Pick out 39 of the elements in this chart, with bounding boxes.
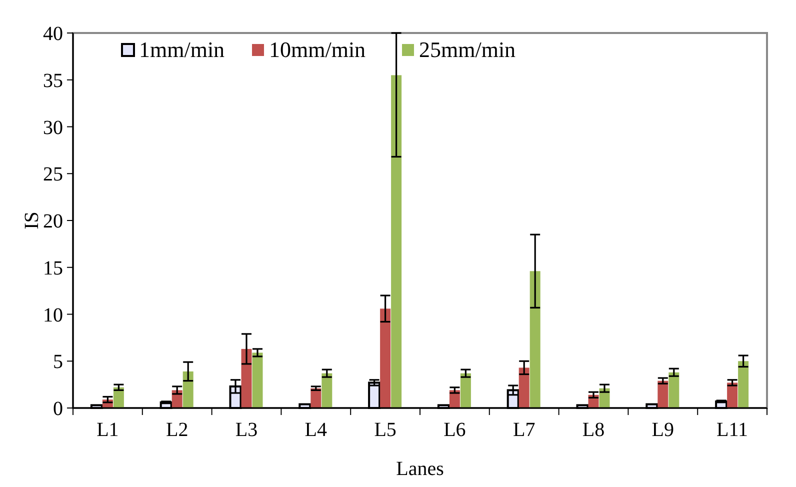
x-tick-label: L7 <box>512 419 536 441</box>
bar <box>322 373 332 408</box>
legend-label: 25mm/min <box>419 37 516 62</box>
y-tick-label: 30 <box>43 116 63 139</box>
x-tick-label: L4 <box>304 419 328 441</box>
legend-label: 1mm/min <box>139 37 225 62</box>
y-tick-label: 5 <box>53 351 63 374</box>
legend-label: 10mm/min <box>269 37 366 62</box>
x-tick-label: L9 <box>652 419 674 441</box>
bar <box>380 308 391 408</box>
bar <box>658 380 668 408</box>
bar <box>182 371 194 408</box>
x-tick-label: L11 <box>716 419 748 441</box>
bar <box>518 368 530 408</box>
bar <box>310 388 322 408</box>
bar <box>738 361 749 408</box>
x-tick-label: L3 <box>235 419 258 441</box>
x-tick-label: L2 <box>166 419 188 441</box>
y-tick-label: 20 <box>43 210 63 232</box>
y-tick-label: 25 <box>43 164 63 186</box>
bar <box>113 387 124 408</box>
x-tick-label: L6 <box>444 419 466 441</box>
y-tick-label: 10 <box>43 304 63 326</box>
y-tick-label: 35 <box>43 70 63 92</box>
x-tick-label: L5 <box>374 419 396 441</box>
y-tick-label: 40 <box>43 23 63 45</box>
bar <box>241 348 252 408</box>
y-tick-label: 0 <box>53 398 63 420</box>
x-tick-label: L1 <box>96 419 119 441</box>
bar <box>530 271 540 408</box>
x-tick-label: L8 <box>582 419 605 441</box>
y-tick-label: 15 <box>43 257 63 280</box>
bar <box>460 373 471 408</box>
bar <box>391 75 402 408</box>
bar <box>668 372 680 408</box>
x-axis-title: Lanes <box>396 458 444 480</box>
y-axis-title: IS <box>21 212 43 230</box>
bar <box>252 352 263 408</box>
bar <box>727 382 738 408</box>
